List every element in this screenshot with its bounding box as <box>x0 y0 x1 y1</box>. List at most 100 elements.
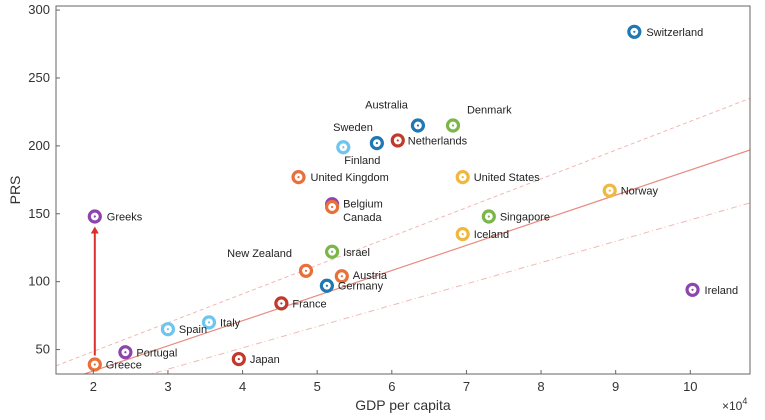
point-new-zealand <box>298 263 314 278</box>
point-denmark <box>445 118 461 133</box>
point-finland <box>336 140 351 155</box>
point-label-canada: Canada <box>343 212 382 224</box>
x-tick-label: 5 <box>314 379 321 394</box>
x-tick-label: 3 <box>164 379 171 394</box>
point-label-united-states: United States <box>474 172 541 184</box>
point-center <box>633 30 636 33</box>
x-tick-label: 2 <box>90 379 97 394</box>
point-center <box>166 328 170 331</box>
point-label-australia: Australia <box>365 99 409 111</box>
point-center <box>93 215 96 218</box>
point-japan <box>231 351 246 367</box>
point-united-kingdom <box>291 169 306 185</box>
point-label-greece: Greece <box>106 359 142 371</box>
point-center <box>207 321 211 324</box>
point-label-france: France <box>292 298 326 310</box>
point-center <box>342 146 345 149</box>
x-tick-label: 8 <box>537 379 544 394</box>
point-center <box>297 175 300 179</box>
point-center <box>487 215 490 218</box>
point-center <box>124 351 127 354</box>
point-center <box>280 302 283 305</box>
y-tick-label: 300 <box>28 2 50 17</box>
point-label-ireland: Ireland <box>705 285 739 297</box>
point-spain <box>160 322 176 337</box>
point-label-singapore: Singapore <box>500 211 550 223</box>
point-netherlands <box>390 133 405 148</box>
x-tick-label: 10 <box>683 379 697 394</box>
point-center <box>461 233 464 236</box>
point-label-switzerland: Switzerland <box>646 27 703 39</box>
point-center <box>93 363 96 366</box>
point-label-japan: Japan <box>250 354 280 366</box>
y-tick-label: 250 <box>28 70 50 85</box>
point-label-sweden: Sweden <box>333 122 373 134</box>
point-center <box>375 142 378 145</box>
point-label-italy: Italy <box>220 317 241 329</box>
point-label-portugal: Portugal <box>136 347 177 359</box>
fit-line-solid <box>82 149 750 374</box>
point-label-new-zealand: New Zealand <box>227 248 292 260</box>
point-center <box>461 175 464 179</box>
point-label-greeks: Greeks <box>107 211 143 223</box>
point-label-belgium: Belgium <box>343 198 383 210</box>
y-axis-title: PRS <box>7 176 23 205</box>
point-united-states <box>455 169 470 185</box>
point-switzerland <box>627 24 642 39</box>
fit-line-dashdot <box>149 202 750 374</box>
y-tick-label: 100 <box>28 274 50 289</box>
point-italy <box>201 315 217 330</box>
arrow-annotation <box>90 226 99 356</box>
x-axis-exponent: ×104 <box>722 396 747 413</box>
point-label-germany: Germany <box>338 281 384 293</box>
point-labels: Switzerland Australia Denmark Sweden Netherl… <box>106 27 738 372</box>
point-label-finland: Finland <box>344 155 380 167</box>
point-canada <box>325 199 340 215</box>
point-australia <box>410 118 426 133</box>
fit-lines <box>56 97 750 374</box>
point-portugal <box>118 345 133 360</box>
point-iceland <box>455 227 470 242</box>
x-tick-label: 4 <box>239 379 246 394</box>
y-tick-label: 150 <box>28 206 50 221</box>
plot-frame <box>55 5 751 375</box>
arrow-head <box>90 226 99 234</box>
point-sweden <box>369 136 384 151</box>
fit-line-dashed <box>56 97 750 367</box>
x-tick-label: 6 <box>388 379 395 394</box>
point-france <box>274 296 289 311</box>
point-germany <box>319 278 334 293</box>
y-ticks: 50 100 150 200 250 300 <box>28 2 60 357</box>
point-israel <box>325 244 340 259</box>
point-center <box>331 205 334 209</box>
point-greece <box>87 357 102 372</box>
x-axis-title: GDP per capita <box>355 397 451 413</box>
point-singapore <box>481 209 496 224</box>
point-center <box>451 124 455 127</box>
point-center <box>237 357 240 361</box>
point-austria <box>334 269 349 284</box>
point-center <box>304 269 308 272</box>
y-tick-label: 200 <box>28 138 50 153</box>
point-label-netherlands: Netherlands <box>408 135 468 147</box>
point-center <box>608 189 611 192</box>
y-tick-label: 50 <box>36 342 50 357</box>
point-center <box>325 284 328 287</box>
point-label-israel: Israel <box>343 247 370 259</box>
point-center <box>396 139 399 142</box>
point-center <box>340 275 343 278</box>
point-norway <box>602 183 617 198</box>
point-label-denmark: Denmark <box>467 104 512 116</box>
point-label-spain: Spain <box>179 324 207 336</box>
x-tick-label: 9 <box>612 379 619 394</box>
point-label-austria: Austria <box>353 270 388 282</box>
point-center <box>416 124 420 127</box>
point-greeks <box>87 209 102 224</box>
x-tick-label: 7 <box>463 379 470 394</box>
point-center <box>691 288 694 291</box>
point-center <box>331 250 334 253</box>
point-label-united-kingdom: United Kingdom <box>311 172 389 184</box>
x-ticks: 2 3 4 5 6 7 8 9 10 <box>90 370 698 394</box>
point-label-norway: Norway <box>621 186 659 198</box>
